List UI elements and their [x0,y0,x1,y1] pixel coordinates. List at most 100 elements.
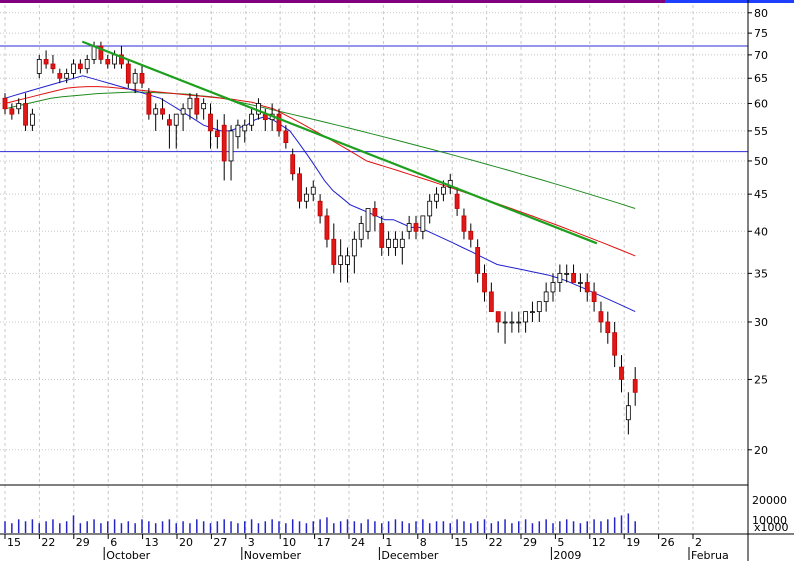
y-tick-label-11: 75 [754,27,768,40]
candle-body [495,311,501,323]
candle-1 [9,103,15,120]
candle-85 [584,273,590,302]
volume-tick-20000: 20000 [752,494,787,507]
candle-86 [591,282,597,312]
candle-57 [393,231,398,256]
candle-7 [50,54,56,74]
ma-blue-line [4,75,636,313]
candle-29 [201,98,207,120]
candle-body [530,311,535,314]
candle-body [379,223,385,248]
candle-body [372,208,378,217]
candle-body [523,311,528,323]
candle-21 [146,88,152,120]
candle-62 [427,194,433,224]
candle-body [139,73,145,84]
volume-bars [4,513,636,533]
candle-body [482,272,487,293]
x-day-label-18: 19 [626,536,640,549]
candle-body [194,97,200,115]
candle-body [598,311,604,323]
candle-body [509,321,515,324]
candle-body [228,130,234,162]
candle-body [43,59,49,65]
candle-53 [365,208,371,240]
x-month-label-0: October [106,549,150,561]
candle-81 [557,264,563,292]
candle-50 [345,247,350,283]
candle-body [125,63,131,84]
y-tick-label-12: 80 [754,7,768,20]
x-day-label-2: 29 [76,536,90,549]
candle-46 [317,194,323,224]
candle-body [283,130,289,143]
candle-body [98,45,104,60]
x-day-label-4: 13 [145,536,159,549]
candle-22 [153,103,159,131]
x-day-label-1: 22 [41,536,55,549]
candle-42 [290,148,296,181]
candle-body [612,332,618,356]
candle-body [393,238,398,248]
candle-body [557,272,563,283]
candle-18 [125,59,131,89]
candle-body [399,238,405,248]
candle-body [2,97,8,110]
candle-3 [23,93,28,131]
candle-body [36,59,42,74]
candle-24 [166,114,172,149]
candle-41 [283,125,289,149]
y-tick-label-8: 60 [754,97,768,110]
candle-25 [173,113,179,149]
candle-body [632,379,638,393]
x-day-label-10: 24 [351,536,365,549]
candle-74 [509,311,515,333]
candle-82 [564,264,570,283]
x-month-label-2: December [381,549,439,561]
x-day-label-15: 29 [523,536,537,549]
x-day-label-11: 1 [385,536,392,549]
x-month-label-4: Februa [691,549,729,561]
candle-body [310,186,316,195]
candle-60 [413,215,419,240]
candle-body [77,63,83,70]
candle-body [468,230,474,240]
candle-body [105,59,111,65]
candle-67 [461,208,467,240]
x-month-label-3: 2009 [553,549,581,561]
candle-body [119,54,124,65]
candle-body [516,321,522,324]
candle-body [317,200,323,217]
date-axis: 15 22 29 6 13 20 27 3 10 17 24 1 8 15 22 29 5 12 19 26 2 Octo… [4,534,729,561]
candle-body [406,223,412,232]
candle-48 [331,223,337,274]
candle-88 [605,311,611,344]
candle-body [166,119,172,126]
y-tick-label-7: 55 [754,125,768,138]
candle-15 [105,54,111,69]
y-tick-label-4: 40 [754,225,768,238]
candle-body [84,59,90,70]
candle-body [564,272,570,275]
candle-body [447,180,453,188]
x-day-label-9: 17 [317,536,331,549]
candle-33 [228,125,234,181]
candle-body [71,63,76,74]
candle-73 [502,311,508,344]
candle-56 [386,231,392,256]
candle-body [591,291,597,303]
candle-19 [132,68,138,94]
candle-27 [187,93,193,120]
x-day-label-6: 27 [213,536,227,549]
candle-91 [625,392,631,435]
candle-36 [249,108,255,131]
candle-5 [36,54,42,79]
candle-80 [550,273,556,302]
candle-body [187,97,193,110]
x-day-label-17: 12 [592,536,606,549]
candle-83 [571,264,576,283]
candle-body [173,113,179,126]
candle-body [180,108,186,115]
candle-body [153,108,159,115]
